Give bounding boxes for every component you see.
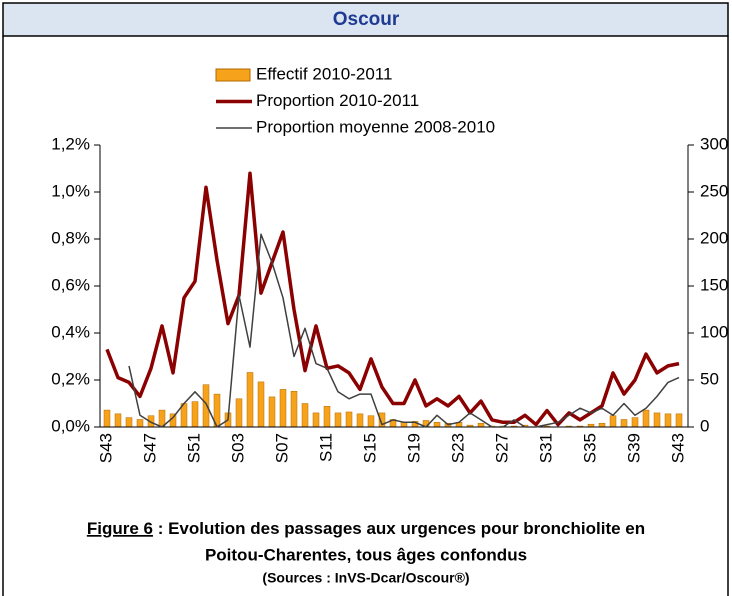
bar (312, 412, 320, 428)
y2-tick-label: 100 (700, 322, 728, 341)
x-tick-label: S15 (360, 433, 379, 463)
x-tick-label: S27 (492, 433, 511, 463)
x-tick-label: S19 (404, 433, 423, 463)
legend-label: Proportion 2010-2011 (256, 91, 419, 110)
y2-tick-label: 250 (700, 181, 728, 200)
bar (598, 422, 606, 428)
y-tick-label: 0,2% (51, 369, 90, 388)
bar (334, 412, 342, 428)
bar (642, 409, 650, 428)
caption-figure: Figure 6 (87, 519, 153, 538)
bar (345, 411, 353, 428)
bar (620, 419, 628, 428)
y-tick-label: 0,0% (51, 416, 90, 435)
bar (290, 391, 298, 428)
x-tick-label: S03 (228, 433, 247, 463)
bar (246, 372, 254, 428)
caption-sources: (Sources : InVS-Dcar/Oscour®) (262, 570, 469, 586)
x-tick-label: S47 (140, 433, 159, 463)
x-tick-label: S11 (316, 433, 335, 462)
line-series (128, 233, 680, 428)
bar (653, 412, 661, 428)
bar (323, 406, 331, 428)
x-tick-label: S51 (184, 433, 203, 463)
x-tick-label: S43 (668, 433, 687, 463)
legend-label: Effectif 2010-2011 (256, 64, 392, 83)
x-tick-label: S39 (624, 433, 643, 463)
y-tick-label: 1,0% (51, 181, 90, 200)
caption-line: Figure 6 : Evolution des passages aux ur… (87, 519, 645, 538)
bar (477, 422, 485, 428)
header-band (2, 2, 729, 37)
bar (103, 409, 111, 428)
bar (609, 415, 617, 428)
bar (202, 384, 210, 428)
legend-label: Proportion moyenne 2008-2010 (256, 117, 495, 136)
y2-tick-label: 300 (700, 134, 728, 153)
bar (664, 413, 672, 428)
y2-tick-label: 200 (700, 228, 728, 247)
bar (235, 398, 243, 428)
bar (191, 401, 199, 428)
bar (257, 381, 265, 428)
bar (433, 422, 441, 428)
bar (268, 396, 276, 428)
bar (675, 413, 683, 428)
bar (125, 417, 133, 428)
y-tick-label: 0,4% (51, 322, 90, 341)
bar (301, 403, 309, 428)
y-tick-label: 0,8% (51, 228, 90, 247)
caption-text: : Evolution des passages aux urgences po… (153, 519, 645, 538)
y2-tick-label: 50 (700, 369, 719, 388)
legend-swatch (215, 68, 251, 82)
y2-tick-label: 150 (700, 275, 728, 294)
bar (136, 419, 144, 428)
x-tick-label: S43 (96, 433, 115, 463)
x-tick-label: S23 (448, 433, 467, 463)
caption-line: Poitou-Charentes, tous âges confondus (205, 545, 527, 564)
bar (631, 417, 639, 428)
bar (356, 413, 364, 428)
x-tick-label: S35 (580, 433, 599, 463)
bar (279, 389, 287, 428)
x-tick-label: S31 (536, 433, 555, 463)
line-series (105, 171, 680, 427)
bar (367, 415, 375, 428)
bar (114, 413, 122, 428)
y-tick-label: 1,2% (51, 134, 90, 153)
x-tick-label: S07 (272, 433, 291, 463)
header-title: Oscour (333, 9, 400, 30)
y2-tick-label: 0 (700, 416, 709, 435)
y-tick-label: 0,6% (51, 275, 90, 294)
